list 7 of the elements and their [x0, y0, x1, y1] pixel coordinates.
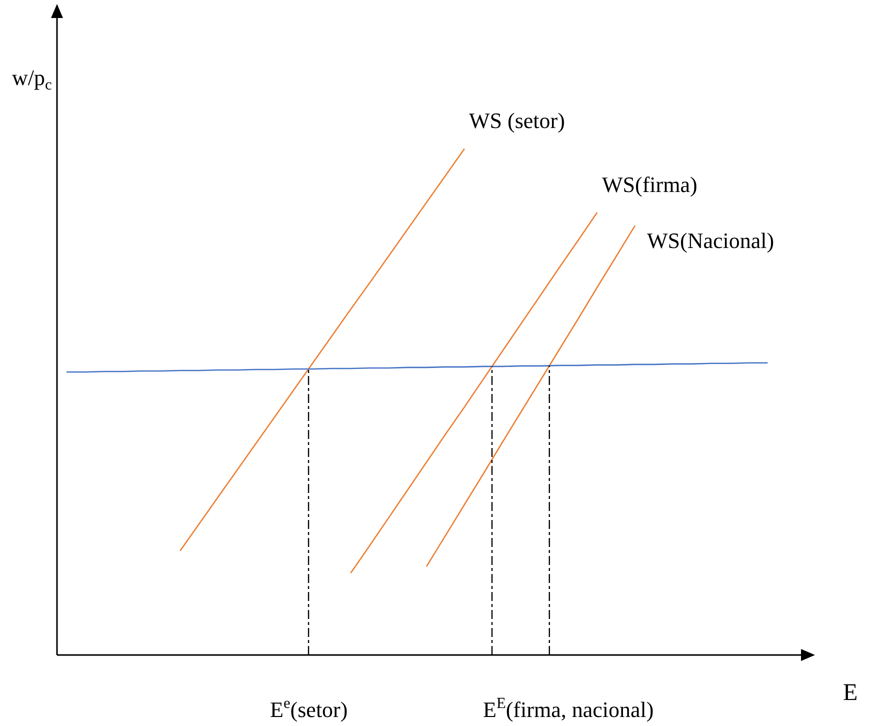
text: E$^{E}$(firma, nacional)	[483, 695, 654, 722]
series-label: WS(Nacional)	[647, 228, 774, 253]
series-label: WS (setor)	[469, 108, 565, 133]
text: E$^{e}$(setor)	[270, 695, 348, 722]
series-label: WS(firma)	[602, 172, 698, 197]
x-axis-title: E	[843, 680, 858, 706]
y-axis-title: w/p$_{c}$	[12, 65, 52, 94]
